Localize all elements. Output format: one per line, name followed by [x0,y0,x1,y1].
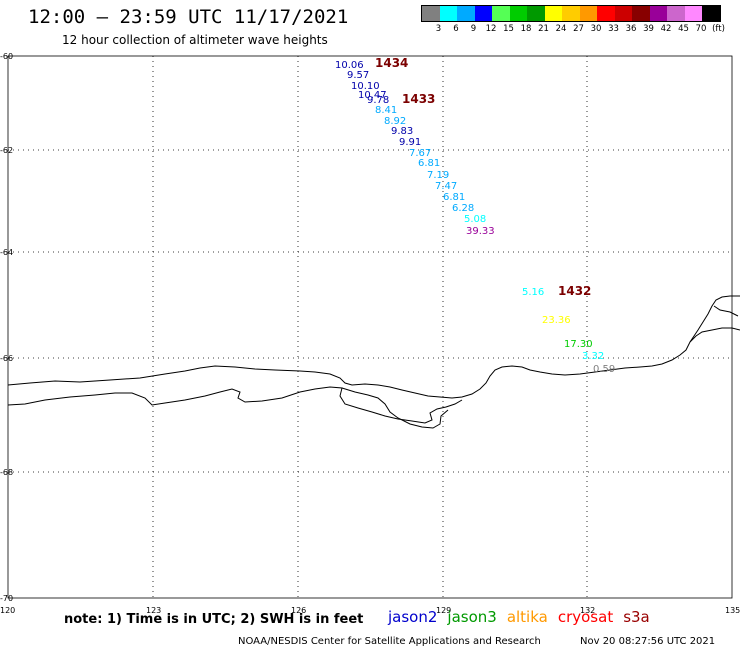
legend-tick-label: 30 [590,24,602,34]
lon-label: 120 [0,606,15,615]
wave-height-value: 9.91 [399,137,421,148]
legend-swatch [562,6,580,21]
wave-height-value: 9.57 [347,70,369,81]
wave-height-value: 7.47 [435,181,457,192]
wave-height-value: 8.41 [375,105,397,116]
map-title: 12:00 – 23:59 UTC 11/17/2021 [28,6,349,28]
wave-height-observations: 10.069.5710.1010.479.788.418.929.839.917… [335,60,615,375]
graticule [8,56,732,598]
legend-tick-label: 39 [643,24,654,34]
lat-label: -62 [0,146,13,155]
legend-swatch [702,6,720,21]
legend-swatch [422,6,440,21]
legend-tick-labels: 3 6 9 12 15 18 21 24 27 30 33 36 39 42 45 70 (ft) [421,22,725,34]
satellite-jason3: jason3 [447,608,497,626]
satellite-altika: altika [506,608,548,626]
footer-timestamp: Nov 20 08:27:56 UTC 2021 [580,636,716,647]
coastline-ice-shelf [7,386,463,424]
lat-label: -64 [0,248,13,257]
wave-height-value: 10.06 [335,60,364,71]
footer-credit: NOAA/NESDIS Center for Satellite Applica… [238,636,541,647]
lon-label: 123 [146,606,161,615]
legend-swatch [632,6,650,21]
legend-tick-label: 27 [573,24,584,34]
longitude-labels: 120 123 126 129 132 135 [0,606,740,615]
legend-swatch [579,6,597,21]
wave-height-value: 7.19 [427,170,449,181]
lon-label: 132 [580,606,595,615]
wave-height-value: 6.28 [452,203,474,214]
legend-tick-label: 36 [625,24,637,34]
legend-swatch [492,6,510,21]
wave-height-value: 9.78 [367,95,389,106]
pass-labels: 1434 1433 1432 [375,56,591,298]
coastline-mainland [7,295,740,399]
wave-height-value: 0.59 [593,364,615,375]
legend-swatch [614,6,632,21]
antarctic-coastline [7,295,740,429]
wave-height-value: 39.33 [466,226,495,237]
wave-height-value: 5.08 [464,214,486,225]
legend-swatch [544,6,562,21]
legend-swatch [509,6,527,21]
map-subtitle: 12 hour collection of altimeter wave hei… [62,33,328,47]
coastline-glacier-tongue [341,387,449,429]
coastline-east-fringe [689,305,740,343]
legend-swatch [597,6,615,21]
legend-tick-label: 3 [435,24,442,34]
legend-tick-label: 70 [695,24,707,34]
wave-height-value: 17.30 [564,339,593,350]
legend-tick-label: 21 [538,24,549,34]
legend-tick-label: 12 [485,24,497,34]
wave-height-value: 10.10 [351,81,380,92]
legend-tick-label: 42 [660,24,672,34]
wave-height-value: 6.81 [443,192,465,203]
wave-height-value: 7.67 [409,148,431,159]
satellite-s3a: s3a [623,608,650,626]
wave-height-value: 8.92 [384,116,406,127]
latitude-labels: -60 -62 -64 -66 -68 -70 [0,52,13,603]
pass-label-1434: 1434 [375,56,408,70]
legend-swatch [684,6,702,21]
legend-tick-label: (ft) [712,24,725,34]
lon-label: 129 [436,606,451,615]
legend-tick-label: 15 [503,24,514,34]
legend-swatch [439,6,457,21]
wave-height-value: 3.32 [582,351,604,362]
satellite-jason2: jason2 [388,608,438,626]
wave-height-value: 23.36 [542,315,571,326]
legend-tick-label: 24 [555,24,567,34]
lat-label: -70 [0,594,13,603]
wave-height-value: 6.81 [418,158,440,169]
wave-height-value: 9.83 [391,126,413,137]
pass-label-1433: 1433 [402,92,435,106]
lon-label: 135 [725,606,740,615]
legend-swatch [649,6,667,21]
pass-label-1432: 1432 [558,284,591,298]
map-frame [7,55,733,599]
legend-color-bar [421,5,721,22]
satellite-cryosat: cryosat [557,608,614,626]
legend-tick-label: 33 [608,24,619,34]
lat-label: -60 [0,52,13,61]
legend-swatch [474,6,492,21]
legend-swatch [457,6,475,21]
legend-swatch [527,6,545,21]
lon-label: 126 [291,606,306,615]
legend-tick-label: 9 [470,24,477,34]
footer-note: note: 1) Time is in UTC; 2) SWH is in fe… [64,612,364,627]
wave-height-value: 5.16 [522,287,544,298]
legend-tick-label: 6 [453,24,459,34]
lat-label: -68 [0,468,13,477]
lat-label: -66 [0,354,13,363]
legend-tick-label: 18 [520,24,532,34]
wave-height-value: 10.47 [358,90,387,101]
legend-swatch [667,6,685,21]
wave-height-legend: 3 6 9 12 15 18 21 24 27 30 33 36 39 42 45 70 (ft) [421,5,725,34]
legend-tick-label: 45 [678,24,689,34]
satellite-key: jason2 jason3 altika cryosat s3a [388,608,650,626]
